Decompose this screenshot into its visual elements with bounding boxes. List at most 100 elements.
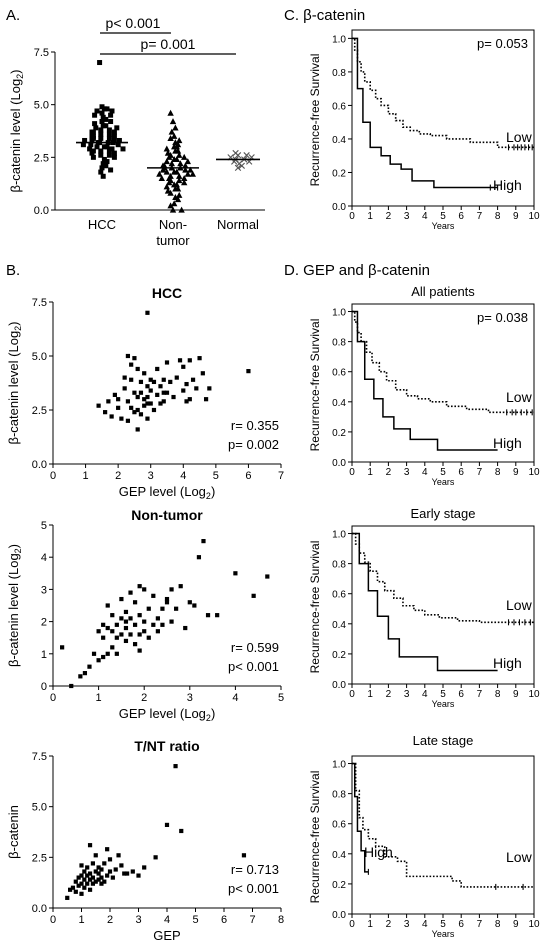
hcc-point <box>89 150 95 156</box>
y-tick-label: 7.5 <box>32 751 47 763</box>
x-tick-label: 9 <box>513 919 519 930</box>
x-tick-label: 2 <box>115 470 121 482</box>
data-point <box>105 873 110 878</box>
x-tick-label: 8 <box>278 914 284 926</box>
data-point <box>110 875 115 880</box>
data-point <box>105 603 110 608</box>
data-point <box>125 353 131 359</box>
data-point <box>96 865 101 870</box>
data-point <box>125 871 130 876</box>
nontumor-point <box>177 160 184 167</box>
x-tick-label: 4 <box>422 211 428 222</box>
x-tick-label: 9 <box>513 211 519 222</box>
hcc-point <box>109 146 115 152</box>
data-point <box>68 887 73 892</box>
y-tick-label: 0.0 <box>332 910 346 921</box>
data-point <box>174 606 179 611</box>
legend-label-low: Low <box>506 129 533 145</box>
hcc-point <box>101 156 107 162</box>
data-point <box>132 390 137 395</box>
hcc-point <box>106 131 112 137</box>
nontumor-point <box>173 156 180 163</box>
data-point <box>101 622 106 627</box>
chart-title: Non-tumor <box>131 507 203 523</box>
hcc-point <box>87 146 93 152</box>
nontumor-point <box>169 118 177 125</box>
y-axis-label: β-catenin <box>6 805 21 859</box>
data-point <box>114 635 119 640</box>
y-tick-label: 1.0 <box>332 34 346 45</box>
y-tick-label: 0.8 <box>332 338 346 349</box>
data-point <box>138 412 144 417</box>
y-tick-label: 3 <box>41 584 47 596</box>
hcc-point <box>94 108 100 114</box>
x-tick-label: 7 <box>477 467 483 478</box>
x-tick-label: 1 <box>367 919 373 930</box>
y-tick-label: 1.0 <box>332 760 346 771</box>
hcc-point <box>103 116 109 122</box>
data-point <box>146 606 151 611</box>
data-point <box>60 645 65 650</box>
data-point <box>73 879 78 884</box>
chart-title: Late stage <box>413 733 474 748</box>
y-tick-label: 0.6 <box>332 101 346 112</box>
x-tick-label: 0 <box>50 914 56 926</box>
nontumor-point <box>167 134 174 141</box>
correlation-p: p= 0.002 <box>228 437 279 452</box>
x-tick-label: 9 <box>513 689 519 700</box>
data-point <box>119 416 124 421</box>
data-point <box>122 871 127 876</box>
chart-D-all: 0.0 0.2 0.4 0.6 0.8 1.0 0 1 2 3 4 5 6 7 8 9 10 Years Recur… <box>308 284 540 487</box>
x-tick-label: 2 <box>386 919 392 930</box>
data-point <box>173 764 178 769</box>
data-point <box>93 879 98 884</box>
data-point <box>158 384 163 389</box>
data-point <box>116 853 121 858</box>
legend-label-low: Low <box>506 849 533 865</box>
data-point <box>129 377 134 382</box>
data-point <box>122 375 127 380</box>
p-value-annotation: p= 0.001 <box>141 36 196 52</box>
data-point <box>102 879 107 884</box>
panel-label-C: C. β-catenin <box>284 7 365 24</box>
y-tick-label: 0.0 <box>32 459 47 471</box>
data-point <box>122 386 127 391</box>
data-point <box>135 394 140 400</box>
hcc-point <box>100 161 106 167</box>
hcc-point <box>98 148 104 154</box>
normal-point <box>243 152 250 159</box>
data-point <box>151 593 156 598</box>
data-point <box>119 863 124 868</box>
y-tick-label: 0.8 <box>332 790 346 801</box>
nontumor-point <box>173 181 180 188</box>
data-point <box>116 397 121 402</box>
data-point <box>174 375 179 380</box>
data-point <box>91 651 97 656</box>
data-point <box>158 401 163 406</box>
y-tick-label: 5.0 <box>34 100 49 112</box>
x-tick-label: 6 <box>245 470 251 482</box>
nontumor-point <box>172 124 179 131</box>
data-point <box>155 366 160 372</box>
data-point <box>128 632 133 637</box>
data-point <box>82 877 87 882</box>
data-point <box>114 622 119 627</box>
survival-curve-low <box>352 532 534 624</box>
nontumor-point <box>167 202 174 209</box>
hcc-point <box>89 137 95 143</box>
data-point <box>161 377 166 382</box>
hcc-point <box>111 154 117 160</box>
chart-title: HCC <box>152 285 182 301</box>
survival-curve-high <box>352 762 369 873</box>
nontumor-point <box>176 191 183 198</box>
nontumor-point <box>171 200 178 207</box>
data-point <box>109 414 114 419</box>
x-tick-label: 3 <box>135 914 141 926</box>
chart-D-early: 0.0 0.2 0.4 0.6 0.8 1.0 0 1 2 3 4 5 6 7 8 9 10 Years Recur… <box>308 506 540 709</box>
correlation-r: r= 0.713 <box>231 862 279 877</box>
y-tick-label: 0 <box>41 681 47 693</box>
category-label: Normal <box>217 217 259 232</box>
nontumor-point <box>181 179 188 186</box>
nontumor-point <box>167 109 174 116</box>
data-point <box>96 871 101 876</box>
